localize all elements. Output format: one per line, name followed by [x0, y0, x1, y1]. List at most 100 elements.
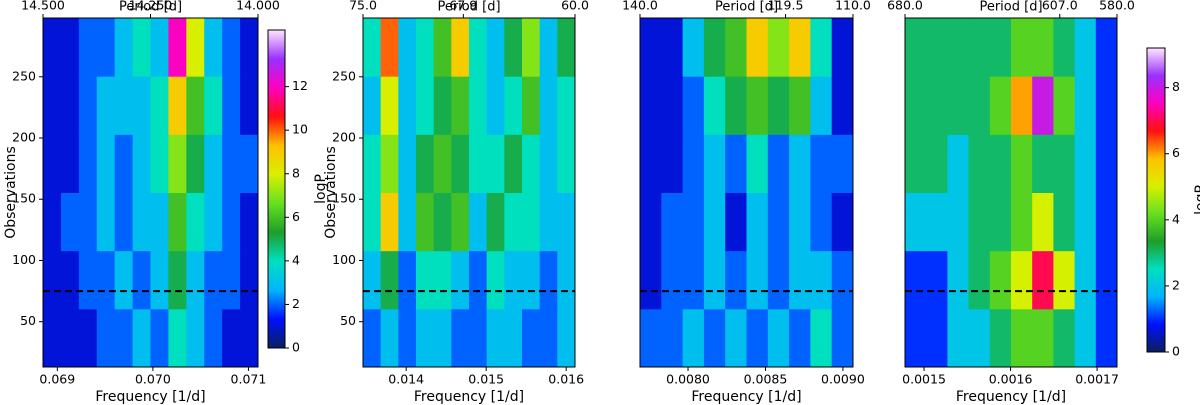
heat-cell	[989, 76, 1012, 135]
heat-cell	[831, 76, 854, 135]
colorbar-tick-label: 8	[1172, 79, 1180, 94]
heat-cell	[416, 308, 435, 368]
y-tick-label: 200	[332, 130, 356, 145]
colorbar	[1146, 47, 1166, 353]
heat-cell	[661, 76, 684, 135]
heat-cell	[451, 134, 470, 193]
colorbar-tick-label: 12	[292, 78, 308, 93]
heat-cell	[1032, 18, 1054, 77]
heat-cell	[947, 192, 970, 252]
heat-cell	[810, 192, 833, 252]
y-tick-label: 100	[332, 252, 356, 267]
heat-cell	[451, 308, 470, 368]
heat-cell	[222, 250, 241, 310]
heat-cell	[43, 134, 62, 193]
heat-cell	[433, 134, 452, 193]
heat-cell	[132, 18, 151, 77]
heat-cell	[222, 308, 241, 368]
y-tick-label: 150	[12, 191, 36, 206]
heat-cell	[486, 192, 505, 252]
heat-cell	[767, 18, 790, 77]
heat-cell	[1011, 192, 1033, 252]
heat-cell	[725, 250, 747, 310]
colorbar	[267, 29, 286, 349]
heat-cell	[746, 134, 769, 193]
heat-cell	[1095, 192, 1118, 252]
heat-cell	[132, 192, 151, 252]
heat-cell	[767, 134, 790, 193]
heat-cell	[522, 76, 541, 135]
heat-cell	[810, 250, 833, 310]
heat-cell	[1032, 308, 1054, 368]
heat-cell	[96, 250, 116, 310]
x-tick-label: 0.0015	[902, 372, 946, 387]
heat-cell	[522, 18, 541, 77]
heat-cell	[1095, 250, 1118, 310]
x-tick-label: 0.0016	[989, 372, 1033, 387]
heat-cell	[416, 192, 435, 252]
heat-cell	[186, 18, 205, 77]
x-tick-label: 0.070	[135, 372, 171, 387]
heat-cell	[204, 308, 223, 368]
heat-cell	[504, 134, 523, 193]
heat-cell	[1011, 18, 1033, 77]
heat-cell	[150, 76, 169, 135]
heat-cell	[43, 192, 62, 252]
heat-cell	[504, 18, 523, 77]
heat-cell	[831, 192, 854, 252]
heat-cell	[557, 192, 576, 252]
y-tick-label: 50	[20, 313, 36, 328]
heat-cell	[640, 250, 662, 310]
heat-cell	[486, 76, 505, 135]
heat-cell	[433, 192, 452, 252]
heat-cell	[433, 250, 452, 310]
heat-cell	[725, 134, 747, 193]
heat-cell	[789, 76, 811, 135]
heat-cell	[640, 18, 662, 77]
heat-cell	[363, 18, 382, 77]
heat-cell	[78, 192, 98, 252]
heat-cell	[1053, 18, 1076, 77]
heat-cell	[204, 76, 223, 135]
colorbar-tick-label: 4	[1172, 211, 1180, 226]
x-tick-label: 0.069	[39, 372, 75, 387]
heat-cell	[222, 134, 241, 193]
heat-cell	[451, 192, 470, 252]
heat-cell	[240, 18, 259, 77]
heat-cell	[114, 192, 134, 252]
heat-cell	[504, 250, 523, 310]
heat-cell	[539, 18, 558, 77]
heat-cell	[168, 134, 187, 193]
x-axis-label: Frequency [1/d]	[95, 389, 205, 405]
heat-cell	[1074, 192, 1097, 252]
heat-cell	[640, 192, 662, 252]
heat-cell	[767, 76, 790, 135]
heat-cell	[433, 76, 452, 135]
heat-cell	[168, 192, 187, 252]
heat-cell	[640, 308, 662, 368]
heat-cell	[114, 18, 134, 77]
x2-axis-label: Period [d]	[979, 0, 1042, 15]
heat-cell	[416, 76, 435, 135]
heat-cell	[947, 18, 970, 77]
heat-cell	[433, 18, 452, 77]
x2-tick-label: 680.0	[887, 0, 923, 13]
heat-cell	[486, 134, 505, 193]
heat-cell	[968, 250, 991, 310]
heat-cell	[703, 250, 726, 310]
heat-cell	[557, 76, 576, 135]
heat-cell	[132, 250, 151, 310]
heat-cell	[1074, 134, 1097, 193]
heat-cell	[703, 192, 726, 252]
heat-cell	[363, 192, 382, 252]
heat-cell	[469, 308, 488, 368]
heat-cell	[968, 308, 991, 368]
x-axis-label: Frequency [1/d]	[691, 389, 801, 405]
heat-cell	[905, 76, 927, 135]
heat-cell	[905, 192, 927, 252]
x2-tick-label: 580.0	[1099, 0, 1135, 13]
heat-cell	[43, 250, 62, 310]
heat-cell	[1053, 76, 1076, 135]
heat-cell	[682, 192, 705, 252]
heat-cell	[1053, 250, 1076, 310]
